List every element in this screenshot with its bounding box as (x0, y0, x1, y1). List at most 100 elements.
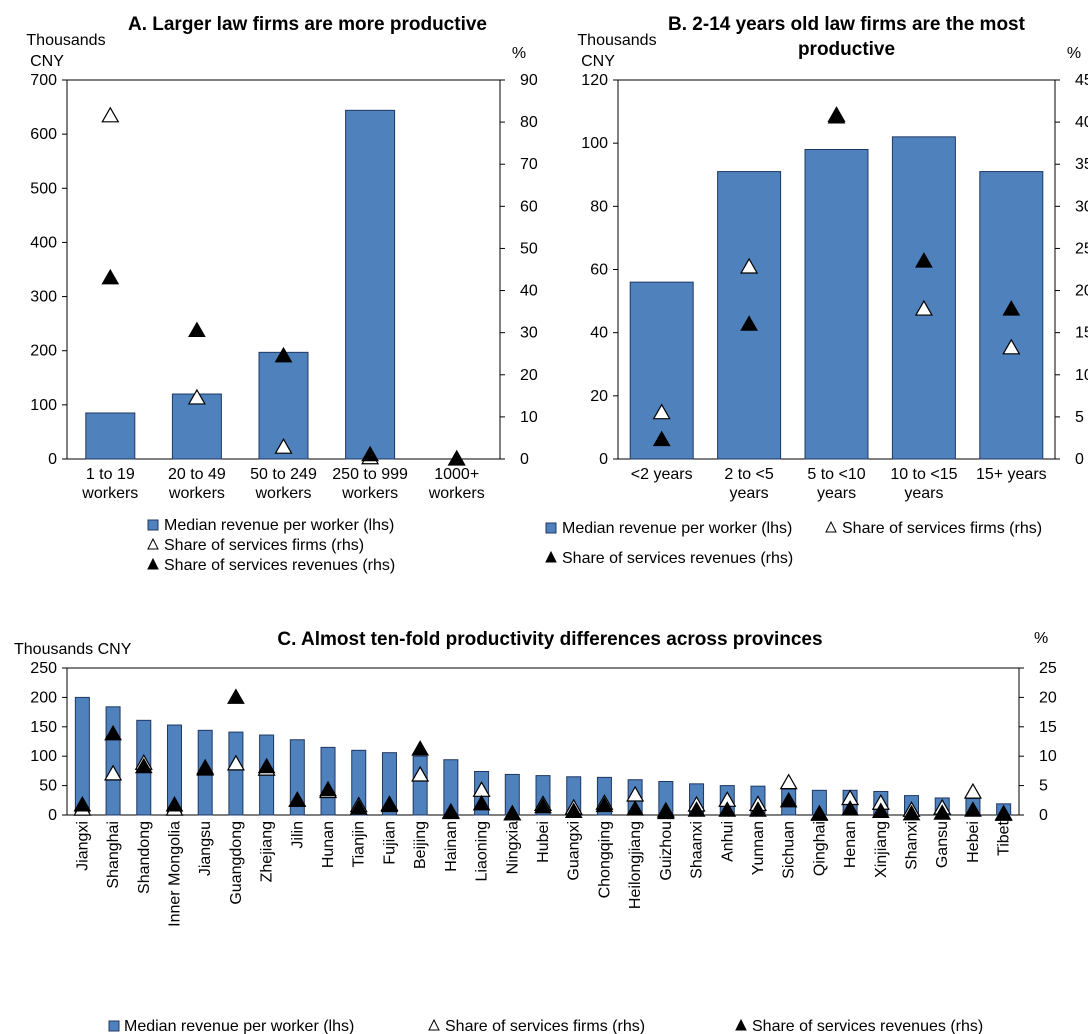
filled-triangle-marker (196, 760, 215, 776)
open-triangle-marker (411, 765, 430, 782)
category-label: Tibet (996, 820, 1013, 856)
left-tick-label: 600 (30, 126, 57, 143)
category-label: Henan (842, 821, 859, 868)
left-tick-label: 500 (30, 180, 57, 197)
category-label: Sichuan (781, 821, 798, 879)
filled-triangle-marker (656, 803, 675, 820)
category-label: years (730, 485, 769, 502)
filled-triangle-marker (288, 791, 307, 807)
category-label: 20 to 49 (168, 466, 226, 483)
filled-triangle-marker (871, 802, 890, 818)
chart-title: productive (798, 39, 895, 60)
left-tick-label: 200 (30, 343, 57, 360)
right-tick-label: 40 (520, 283, 538, 300)
category-label: Zhejiang (259, 821, 276, 882)
left-tick-label: 100 (30, 748, 57, 765)
filled-triangle-marker (257, 757, 276, 774)
filled-triangle-marker (472, 794, 491, 811)
category-label: Liaoning (474, 821, 491, 882)
chart-title: C. Almost ten-fold productivity differen… (277, 629, 822, 650)
filled-triangle-marker (361, 445, 379, 462)
filled-triangle-marker (442, 803, 460, 820)
filled-triangle-marker (687, 801, 706, 817)
left-axis-unit: CNY (30, 53, 64, 70)
open-triangle-marker (963, 782, 982, 799)
left-tick-label: 250 (30, 660, 57, 677)
filled-triangle-marker (626, 800, 644, 816)
category-label: Beijing (412, 821, 429, 869)
legend-bar-swatch (147, 519, 159, 531)
category-label: Jilin (289, 821, 306, 849)
left-tick-label: 200 (30, 689, 57, 706)
filled-triangle-marker (101, 268, 120, 285)
legend-filled-triangle-icon (735, 1018, 747, 1031)
right-tick-label: 50 (520, 240, 538, 257)
right-tick-label: 15 (1039, 719, 1057, 736)
left-axis-unit: CNY (581, 53, 615, 70)
category-label: Jiangxi (74, 821, 91, 871)
open-triangle-marker (740, 257, 759, 274)
filled-triangle-marker (564, 802, 583, 818)
category-label: 10 to <15 (890, 466, 957, 483)
right-axis-unit: % (512, 45, 526, 62)
category-label: workers (254, 485, 311, 502)
open-triangle-marker (1002, 338, 1021, 355)
category-label: 50 to 249 (250, 466, 317, 483)
right-tick-label: 5 (1039, 778, 1048, 795)
right-axis-unit: % (1034, 630, 1048, 647)
left-tick-label: 100 (581, 135, 608, 152)
bar (228, 731, 244, 816)
category-label: workers (428, 485, 485, 502)
filled-triangle-marker (740, 315, 758, 331)
category-label: Guizhou (658, 821, 675, 881)
category-label: Hunan (320, 821, 337, 868)
right-tick-label: 60 (520, 198, 538, 215)
filled-triangle-marker (902, 804, 921, 821)
left-tick-label: 700 (30, 72, 57, 89)
open-triangle-marker (226, 754, 245, 771)
legend-open-triangle-icon (147, 537, 159, 550)
category-label: workers (81, 485, 138, 502)
filled-triangle-marker (534, 797, 552, 814)
filled-triangle-marker (188, 321, 206, 338)
left-tick-label: 80 (590, 198, 608, 215)
right-tick-label: 40 (1075, 114, 1088, 131)
chart-title: B. 2-14 years old law firms are the most (668, 14, 1026, 35)
legend-filled-triangle-icon (147, 557, 159, 570)
right-tick-label: 20 (520, 367, 538, 384)
bar (412, 755, 428, 816)
legend-bar-swatch (545, 522, 557, 534)
category-label: Anhui (719, 821, 736, 862)
filled-triangle-marker (73, 795, 92, 812)
legend-label: Share of services revenues (rhs) (562, 550, 793, 567)
legend-label: Share of services firms (rhs) (164, 537, 364, 554)
legend-label: Share of services revenues (rhs) (164, 557, 395, 574)
right-tick-label: 20 (1075, 283, 1088, 300)
category-label: Inner Mongolia (166, 821, 183, 927)
filled-triangle-marker (227, 688, 245, 704)
category-label: Guangdong (228, 821, 245, 905)
bar (381, 752, 397, 816)
category-label: Hainan (443, 821, 460, 872)
open-triangle-marker (779, 773, 798, 790)
category-label: 250 to 999 (332, 466, 408, 483)
right-tick-label: 25 (1039, 660, 1057, 677)
legend-open-triangle-icon (825, 520, 837, 533)
category-label: Heilongjiang (627, 821, 644, 909)
category-label: Chongqing (596, 821, 613, 898)
right-tick-label: 80 (520, 114, 538, 131)
left-tick-label: 0 (599, 451, 608, 468)
legend-label: Share of services revenues (rhs) (752, 1018, 983, 1034)
bar (289, 739, 305, 816)
left-tick-label: 0 (48, 807, 57, 824)
category-label: Gansu (934, 821, 951, 868)
category-label: years (904, 485, 943, 502)
legend-label: Median revenue per worker (lhs) (164, 517, 394, 534)
filled-triangle-marker (915, 252, 933, 268)
category-label: 1 to 19 (86, 466, 135, 483)
category-label: Qinghai (811, 821, 828, 876)
category-label: 1000+ (434, 466, 479, 483)
right-tick-label: 10 (1075, 367, 1088, 384)
filled-triangle-marker (165, 795, 184, 812)
